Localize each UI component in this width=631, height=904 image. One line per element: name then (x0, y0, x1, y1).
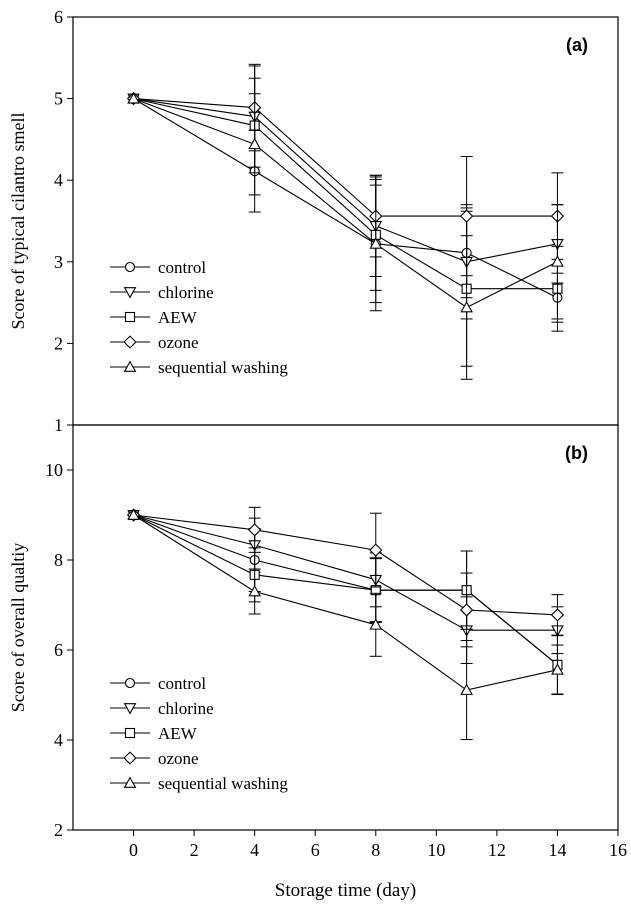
data-point (248, 523, 262, 537)
legend-marker (123, 287, 137, 299)
legend-item: control (110, 674, 206, 693)
x-tick-label: 12 (488, 840, 506, 860)
x-tick-label: 2 (190, 840, 199, 860)
legend-label: AEW (158, 724, 198, 743)
y-tick-label: 6 (54, 7, 63, 27)
panel-a: 1 2 3 4 5 6 Score of typical cilantro smell (a)… (8, 7, 619, 435)
data-point (369, 543, 383, 557)
y-tick-label: 2 (54, 820, 63, 840)
legend-marker (123, 335, 137, 349)
legend-label: chlorine (158, 283, 214, 302)
series-ozone (126, 63, 565, 277)
panel-label: (b) (565, 443, 588, 463)
y-tick-label: 5 (54, 89, 63, 109)
data-point (369, 237, 383, 249)
x-tick-label: 10 (427, 840, 445, 860)
legend-label: sequential washing (158, 774, 288, 793)
legend-item: chlorine (110, 699, 214, 718)
legend-marker (124, 311, 136, 323)
series-sequential-washing (127, 92, 564, 380)
y-axis-label: Score of overall qualtiy (8, 543, 28, 712)
y-tick-label: 6 (54, 640, 63, 660)
legend-marker (124, 727, 136, 739)
legend-item: ozone (110, 333, 199, 352)
legend-label: AEW (158, 308, 198, 327)
y-tick-label: 1 (54, 415, 63, 435)
data-point (551, 663, 564, 675)
x-axis-label: Storage time (day) (275, 880, 416, 901)
data-point (127, 508, 140, 520)
legend-item: sequential washing (110, 774, 288, 793)
legend-marker (123, 703, 137, 715)
data-point (460, 683, 473, 695)
legend-label: sequential washing (158, 358, 288, 377)
series-chlorine (127, 510, 564, 664)
panel-b: 2 4 6 8 10 0 2 4 6 8 10 12 14 16 Score of overall qual… (8, 424, 627, 901)
legend-item: chlorine (110, 283, 214, 302)
legend: control chlorine AEW ozone sequential washin… (110, 674, 288, 793)
data-point (459, 209, 474, 223)
legend-label: ozone (158, 749, 199, 768)
series-line (133, 514, 558, 616)
y-tick-label: 8 (54, 550, 63, 570)
x-tick-label: 14 (548, 840, 566, 860)
legend-marker (123, 776, 137, 788)
y-axis-label: Score of typical cilantro smell (8, 113, 28, 330)
legend-marker (124, 261, 136, 273)
data-point (369, 618, 383, 630)
data-point (459, 603, 474, 617)
data-point (127, 92, 140, 104)
legend-label: control (158, 258, 206, 277)
y-tick-label: 4 (54, 170, 63, 190)
series-control (128, 509, 564, 695)
legend-label: control (158, 674, 206, 693)
x-tick-label: 4 (250, 840, 259, 860)
legend-marker (123, 360, 137, 372)
y-tick-label: 3 (54, 252, 63, 272)
legend: control chlorine AEW ozone sequential washin… (110, 258, 288, 377)
data-point (460, 300, 473, 313)
x-tick-label: 16 (609, 840, 627, 860)
x-tick-label: 6 (311, 840, 320, 860)
data-point (550, 608, 565, 622)
series-line (133, 514, 558, 666)
data-point (248, 584, 262, 597)
legend-item: sequential washing (110, 358, 288, 377)
legend-item: ozone (110, 749, 199, 768)
data-point (551, 255, 564, 267)
legend-item: AEW (110, 724, 198, 743)
x-tick-label: 8 (371, 840, 380, 860)
y-tick-label: 2 (54, 333, 63, 353)
legend-marker (123, 751, 137, 765)
panel-label: (a) (566, 35, 588, 55)
plot-frame (72, 424, 619, 831)
series-line (133, 514, 558, 666)
plot-frame (72, 16, 619, 426)
legend-label: ozone (158, 333, 199, 352)
legend-item: control (110, 258, 206, 277)
legend-label: chlorine (158, 699, 214, 718)
series-sequential-washing (127, 508, 564, 741)
legend-marker (124, 677, 136, 689)
data-point (248, 137, 262, 150)
y-tick-label: 4 (54, 730, 63, 750)
series-chlorine (127, 65, 564, 320)
y-tick-label: 10 (45, 460, 63, 480)
series-ozone (126, 506, 565, 648)
legend-item: AEW (110, 308, 198, 327)
series-line (133, 514, 558, 691)
x-tick-label: 0 (129, 840, 138, 860)
